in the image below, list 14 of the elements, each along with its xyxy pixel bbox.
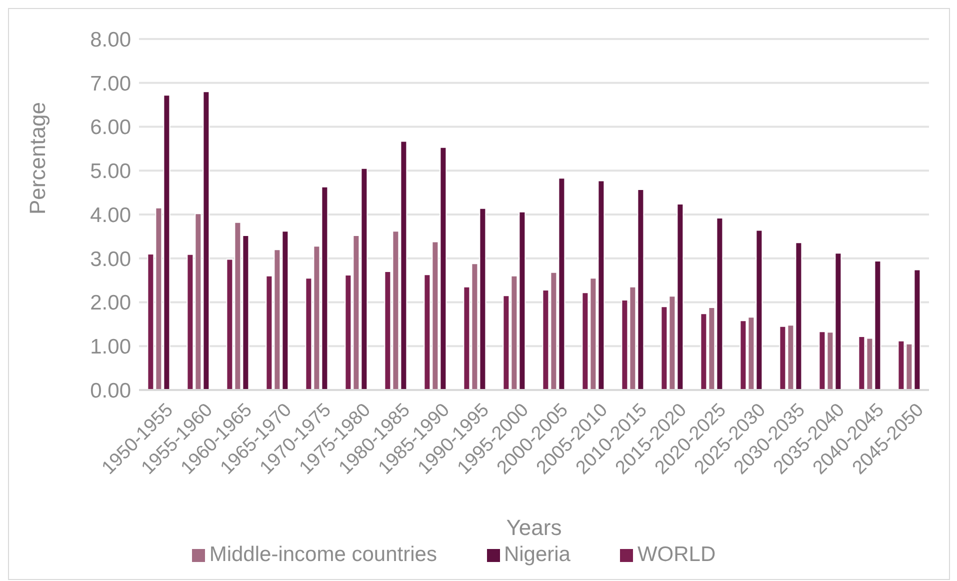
y-axis-title: Percentage <box>24 102 50 214</box>
legend-label: Nigeria <box>504 543 570 566</box>
y-tick-label: 2.00 <box>90 292 131 315</box>
y-tick-label: 1.00 <box>90 336 131 359</box>
y-tick-label: 6.00 <box>90 116 131 140</box>
y-tick-label: 8.00 <box>90 28 131 52</box>
legend-label: Middle-income countries <box>209 543 437 566</box>
y-tick-label: 5.00 <box>90 160 131 184</box>
y-tick-label: 4.00 <box>90 204 131 227</box>
x-axis-title: Years <box>506 515 562 540</box>
legend-label: WORLD <box>637 543 716 566</box>
y-tick-label: 7.00 <box>90 72 131 96</box>
y-tick-label: 0.00 <box>90 379 131 402</box>
y-tick-label: 3.00 <box>90 248 131 271</box>
